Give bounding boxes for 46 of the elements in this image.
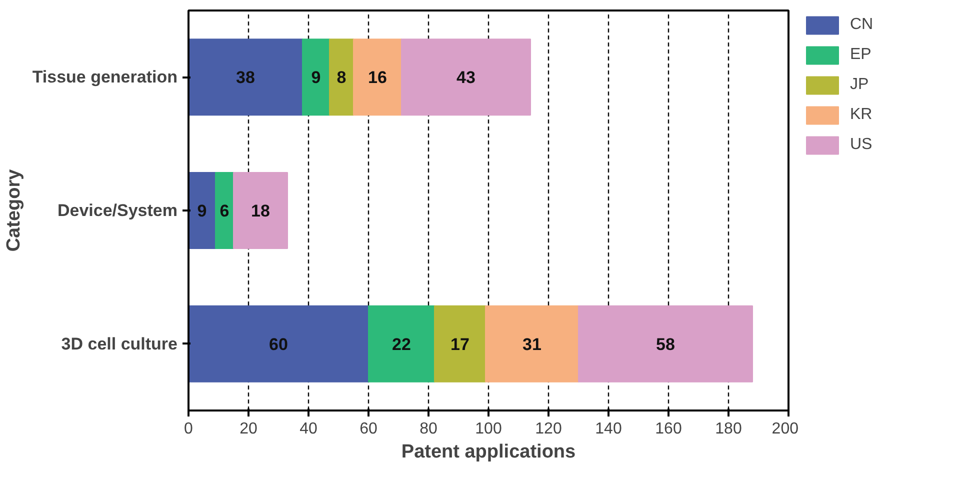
data-label: 31 <box>522 334 542 354</box>
y-tick-label: Tissue generation <box>32 68 178 87</box>
bar <box>578 305 753 382</box>
bar <box>302 38 330 116</box>
legend-label: KR <box>850 106 872 124</box>
legend-label: EP <box>850 46 872 64</box>
data-label: 8 <box>336 68 346 88</box>
x-tick-label: 160 <box>655 420 682 438</box>
y-tick-label: 3D cell culture <box>61 334 178 354</box>
data-label: 9 <box>311 68 321 88</box>
x-tick-label: 200 <box>772 420 799 438</box>
legend-label: JP <box>850 76 870 94</box>
y-tick-label: Device/System <box>57 201 178 220</box>
bar <box>233 172 288 249</box>
data-label: 38 <box>236 68 255 88</box>
bar <box>215 172 234 249</box>
x-tick-label: 60 <box>360 420 378 438</box>
bar <box>434 305 486 382</box>
data-label: 58 <box>656 334 675 354</box>
bar <box>329 38 354 116</box>
data-label: 22 <box>392 334 411 354</box>
bar <box>368 305 435 382</box>
y-axis-title: Category <box>3 168 24 252</box>
legend-label: CN <box>850 16 874 34</box>
data-label: 18 <box>251 202 270 220</box>
x-tick-label: 80 <box>420 420 438 438</box>
bar <box>188 305 369 382</box>
data-label: 17 <box>450 334 470 354</box>
x-axis-title: Patent applications <box>401 442 576 462</box>
bar <box>188 38 303 116</box>
data-label: 43 <box>456 68 476 88</box>
data-label: 9 <box>197 202 207 220</box>
x-tick-label: 140 <box>595 420 622 438</box>
x-tick-label: 20 <box>240 420 258 438</box>
x-tick-label: 0 <box>184 420 194 438</box>
legend-label: US <box>850 136 872 154</box>
data-label: 60 <box>269 334 288 354</box>
bar <box>485 305 579 382</box>
x-tick-label: 180 <box>715 420 742 438</box>
x-tick-label: 120 <box>535 420 562 438</box>
x-tick-label: 100 <box>475 420 502 438</box>
bar <box>401 38 531 116</box>
x-tick-label: 40 <box>300 420 318 438</box>
data-label: 16 <box>368 68 387 88</box>
data-label: 6 <box>220 202 230 220</box>
bar <box>353 38 402 116</box>
